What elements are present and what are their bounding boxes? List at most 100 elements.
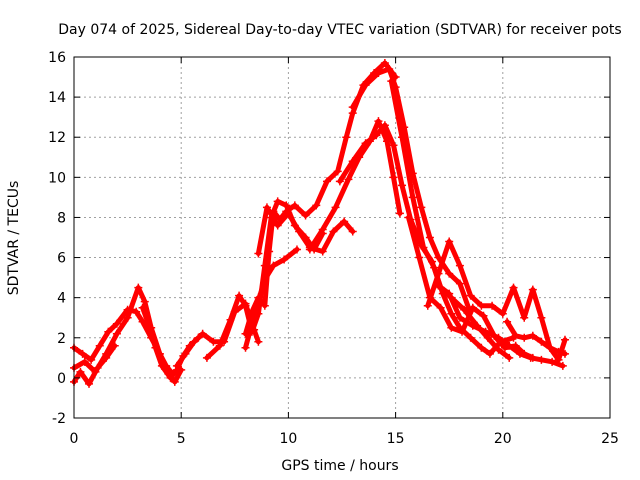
data-point (398, 133, 407, 142)
data-point (494, 333, 503, 342)
data-point (252, 303, 261, 312)
data-point (389, 173, 398, 182)
data-point (172, 361, 181, 370)
data-point (481, 327, 490, 336)
data-point (558, 361, 567, 370)
data-point (468, 321, 477, 330)
data-point (202, 353, 211, 362)
data-point (333, 167, 342, 176)
data-point (181, 349, 190, 358)
data-point (318, 247, 327, 256)
data-point (322, 177, 331, 186)
data-point (477, 343, 486, 352)
data-point (280, 255, 289, 264)
data-point (436, 303, 445, 312)
series-sat-track-7 (241, 59, 400, 338)
data-point (151, 343, 160, 352)
x-tick-label: 15 (387, 431, 405, 447)
data-point (262, 203, 271, 212)
data-point (374, 69, 383, 78)
data-point (468, 303, 477, 312)
data-point (520, 313, 529, 322)
data-point (380, 59, 389, 68)
y-tick-label: 0 (57, 371, 66, 387)
data-point (290, 201, 299, 210)
data-point (170, 377, 179, 386)
data-point (385, 65, 394, 74)
y-axis-label: SDTVAR / TECUs (6, 181, 22, 296)
data-point (123, 313, 132, 322)
x-axis-label: GPS time / hours (281, 458, 398, 474)
data-point (404, 213, 413, 222)
data-point (545, 343, 554, 352)
data-point (423, 301, 432, 310)
data-point (87, 355, 96, 364)
data-point (145, 321, 154, 330)
data-point (503, 317, 512, 326)
data-point (348, 227, 357, 236)
data-point (85, 379, 94, 388)
data-point (226, 315, 235, 324)
data-point (138, 303, 147, 312)
data-point (340, 217, 349, 226)
data-point (209, 337, 218, 346)
data-point (93, 363, 102, 372)
data-point (430, 263, 439, 272)
data-point (560, 349, 569, 358)
data-point (102, 353, 111, 362)
data-point (305, 245, 314, 254)
data-point (348, 157, 357, 166)
x-tick-label: 20 (494, 431, 512, 447)
data-point (395, 209, 404, 218)
data-point (123, 305, 132, 314)
y-tick-label: 4 (57, 291, 66, 307)
y-tick-label: 8 (57, 210, 66, 226)
series-sat-track-13 (387, 77, 518, 358)
data-point (348, 103, 357, 112)
y-tick-labels: -2 0 2 4 6 8 10 12 14 16 (48, 50, 66, 427)
data-point (235, 291, 244, 300)
data-point (488, 301, 497, 310)
x-tick-label: 25 (601, 431, 619, 447)
data-point (455, 313, 464, 322)
data-point (445, 289, 454, 298)
series-track (243, 247, 300, 351)
data-point (318, 225, 327, 234)
data-point (157, 361, 166, 370)
series-track (255, 204, 356, 256)
data-point (140, 297, 149, 306)
data-point (515, 349, 524, 358)
series-sat-track-3 (70, 341, 119, 388)
data-point (331, 203, 340, 212)
data-point (342, 133, 351, 142)
x-tick-label: 0 (70, 431, 79, 447)
data-point (344, 175, 353, 184)
data-point (76, 367, 85, 376)
data-point (548, 357, 557, 366)
data-point (112, 329, 121, 338)
data-point (526, 353, 535, 362)
y-tick-label: 14 (48, 90, 66, 106)
data-point (466, 291, 475, 300)
data-point (273, 221, 282, 230)
data-point (273, 197, 282, 206)
data-point (560, 335, 569, 344)
data-point (387, 77, 396, 86)
series-sat-track-8 (254, 203, 357, 258)
data-point (434, 281, 443, 290)
data-point (134, 283, 143, 292)
data-point (301, 211, 310, 220)
data-point (374, 117, 383, 126)
data-point (415, 253, 424, 262)
data-point (447, 323, 456, 332)
data-point (445, 269, 454, 278)
data-point (166, 373, 175, 382)
data-point (132, 307, 141, 316)
data-point (434, 269, 443, 278)
data-point (537, 337, 546, 346)
data-point (445, 237, 454, 246)
data-point (498, 309, 507, 318)
plot-frame (73, 56, 611, 419)
grid (74, 57, 610, 418)
data-point (458, 327, 467, 336)
